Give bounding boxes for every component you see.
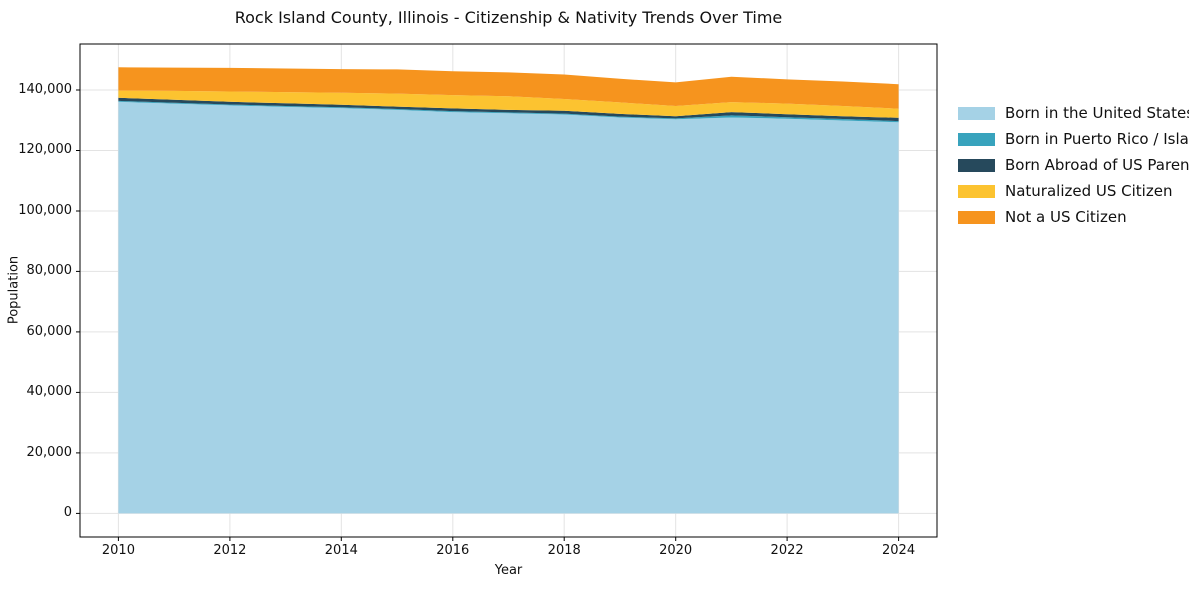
legend-item-2: Born Abroad of US Parent(s) xyxy=(958,152,1189,178)
y-tick-label: 120,000 xyxy=(18,142,72,158)
legend-swatch-icon xyxy=(958,158,995,172)
legend-swatch-icon xyxy=(958,106,995,120)
legend-item-1: Born in Puerto Rico / Islands xyxy=(958,126,1189,152)
area-series-4 xyxy=(118,67,899,109)
legend-label: Born in Puerto Rico / Islands xyxy=(1005,130,1189,148)
area-series-1 xyxy=(118,100,899,123)
legend-swatch-icon xyxy=(958,210,995,224)
legend-item-4: Not a US Citizen xyxy=(958,204,1189,230)
y-tick-label: 100,000 xyxy=(18,202,72,218)
x-tick-label: 2018 xyxy=(547,543,581,558)
y-tick-label: 80,000 xyxy=(26,263,73,279)
x-tick-label: 2014 xyxy=(324,543,358,558)
x-tick-label: 2010 xyxy=(101,543,135,558)
legend-swatch-icon xyxy=(958,132,995,146)
y-tick-label: 20,000 xyxy=(26,444,73,460)
axes-border xyxy=(79,43,938,538)
legend-label: Not a US Citizen xyxy=(1005,208,1127,226)
y-tick-label: 40,000 xyxy=(26,384,73,400)
legend-label: Born in the United States xyxy=(1005,104,1189,122)
legend-item-3: Naturalized US Citizen xyxy=(958,178,1189,204)
legend-label: Born Abroad of US Parent(s) xyxy=(1005,156,1189,174)
legend-item-0: Born in the United States xyxy=(958,100,1189,126)
y-tick-label: 60,000 xyxy=(26,323,73,339)
area-series-0 xyxy=(118,101,899,514)
y-tick-label: 0 xyxy=(63,505,72,521)
x-tick-label: 2016 xyxy=(436,543,470,558)
legend-label: Naturalized US Citizen xyxy=(1005,182,1173,200)
x-tick-label: 2022 xyxy=(770,543,804,558)
chart-title: Rock Island County, Illinois - Citizensh… xyxy=(234,8,783,27)
legend-swatch-icon xyxy=(958,184,995,198)
x-tick-label: 2024 xyxy=(882,543,916,558)
x-tick-label: 2020 xyxy=(659,543,693,558)
plot-area xyxy=(76,43,938,541)
area-series-2 xyxy=(118,97,899,122)
x-axis-label: Year xyxy=(494,563,523,578)
y-tick-label: 140,000 xyxy=(18,81,72,97)
legend: Born in the United States Born in Puerto … xyxy=(958,100,1189,230)
area-series-3 xyxy=(118,90,899,118)
x-tick-label: 2012 xyxy=(213,543,247,558)
